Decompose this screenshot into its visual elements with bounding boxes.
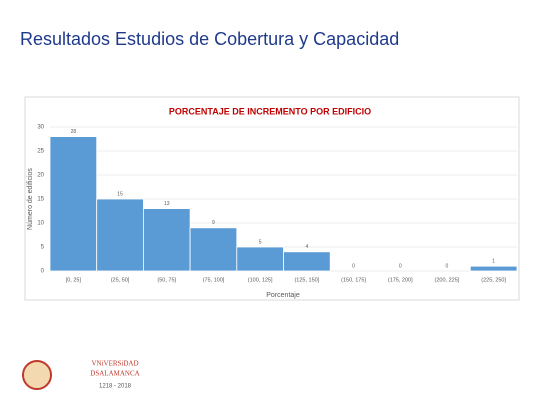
bar [236, 246, 284, 272]
data-label: 0 [399, 263, 402, 269]
logo: VNiVERSiDAD DSALAMANCA 1218 - 2018 [22, 360, 140, 390]
y-tick-label: 15 [37, 197, 44, 203]
data-label: 5 [259, 239, 262, 245]
data-label: 28 [71, 129, 77, 135]
logo-city: DSALAMANCA [90, 370, 139, 378]
x-tick-label: (75, 100] [203, 277, 225, 283]
bar [96, 198, 144, 272]
bar [142, 208, 191, 272]
x-tick-label: (225, 250] [481, 277, 506, 283]
data-label: 1 [492, 259, 495, 265]
x-tick-label: (125, 150] [294, 277, 319, 283]
y-tick-label: 10 [37, 221, 44, 227]
data-label: 15 [117, 191, 123, 197]
x-tick-label: (175, 200] [388, 277, 413, 283]
bar [49, 136, 98, 272]
data-label: 0 [352, 263, 355, 269]
data-label: 0 [446, 263, 449, 269]
bar [283, 251, 331, 272]
y-tick-label: 25 [37, 149, 44, 155]
logo-years: 1218 - 2018 [99, 384, 132, 390]
bar [189, 227, 238, 272]
x-tick-label: (25, 50] [111, 277, 130, 283]
x-axis-label: Porcentaje [266, 292, 300, 299]
x-tick-label: (100, 125] [248, 277, 273, 283]
y-axis-label: Número de edificios [27, 168, 34, 230]
x-tick-label: (50, 75] [157, 277, 176, 283]
data-label: 4 [305, 244, 308, 250]
x-tick-label: (150, 175] [341, 277, 366, 283]
data-label: 9 [212, 220, 215, 226]
x-tick-label: (200, 225] [435, 277, 460, 283]
slide-title: Resultados Estudios de Cobertura y Capac… [20, 29, 399, 49]
y-tick-label: 20 [37, 173, 44, 179]
chart-title: PORCENTAJE DE INCREMENTO POR EDIFICIO [169, 106, 371, 116]
y-tick-label: 0 [41, 269, 45, 275]
y-tick-label: 30 [37, 125, 44, 131]
logo-emblem [22, 360, 52, 390]
x-tick-label: [0, 25] [66, 277, 82, 283]
bar [469, 265, 518, 272]
y-tick-label: 5 [41, 245, 45, 251]
logo-name: VNiVERSiDAD [91, 360, 138, 368]
data-label: 13 [164, 201, 170, 207]
